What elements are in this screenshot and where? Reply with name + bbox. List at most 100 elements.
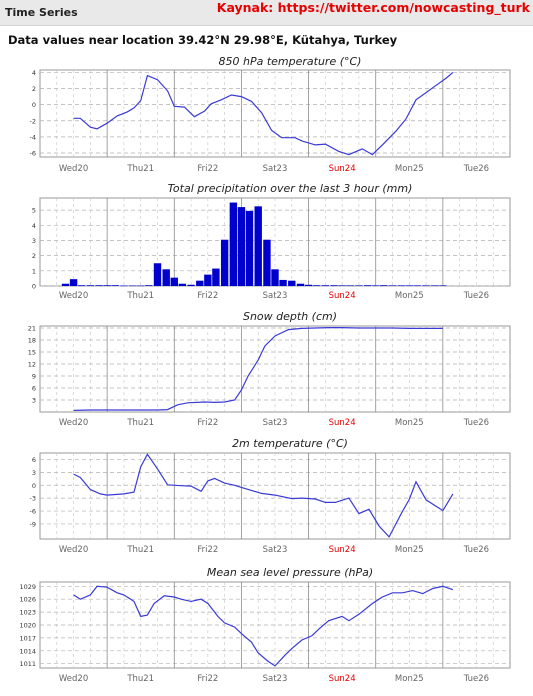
- y-tick-label: 9: [32, 373, 36, 381]
- y-tick-label: 12: [28, 361, 36, 369]
- y-tick-label: 4: [32, 69, 36, 77]
- y-tick-label: -3: [30, 495, 36, 503]
- precip-bar: [162, 269, 170, 286]
- location-text: Data values near location 39.42°N 29.98°…: [8, 33, 398, 47]
- y-tick-label: 3: [32, 469, 36, 477]
- y-tick-label: 0: [32, 283, 36, 291]
- y-tick-label: 15: [28, 349, 36, 357]
- precip-bar: [220, 239, 229, 286]
- series-line: [73, 585, 454, 667]
- x-tick-label: Tue26: [463, 674, 489, 684]
- y-tick-label: -9: [30, 520, 36, 528]
- x-tick-label: Tue26: [463, 164, 489, 174]
- x-tick-label: Sun24: [329, 674, 356, 684]
- y-tick-label: 4: [32, 222, 36, 230]
- y-tick-label: -2: [30, 117, 36, 125]
- y-tick-label: 21: [28, 325, 36, 333]
- x-tick-label: Fri22: [197, 291, 218, 301]
- x-tick-label: Sat23: [263, 674, 288, 684]
- precip-bar: [330, 285, 338, 286]
- precip-bar: [137, 285, 145, 287]
- precip-bar: [296, 283, 305, 286]
- x-tick-label: Wed20: [59, 418, 88, 428]
- y-tick-label: 1: [32, 267, 36, 275]
- y-tick-label: 2: [32, 252, 36, 260]
- x-tick-label: Mon25: [395, 545, 424, 555]
- precip-bar: [204, 274, 212, 286]
- precip-bar: [346, 285, 354, 286]
- x-tick-label: Sun24: [329, 418, 356, 428]
- precip-bar: [397, 285, 405, 286]
- chart-title: 850 hPa temperature (°C): [219, 55, 362, 68]
- x-tick-label: Thu21: [126, 164, 154, 174]
- chart-title: Total precipitation over the last 3 hour…: [168, 182, 413, 195]
- precip-bar: [86, 285, 95, 286]
- precip-bar: [304, 284, 313, 286]
- x-tick-label: Sun24: [329, 164, 356, 174]
- chart-panel-3: 2m temperature (°C) -9 -6 -3 0 3 6 Wed20 Thu21 Fr…: [30, 437, 511, 555]
- precip-bar: [77, 285, 86, 286]
- y-tick-label: -6: [30, 508, 36, 516]
- precip-bar: [405, 285, 413, 286]
- precip-bar: [120, 285, 128, 287]
- precip-bar: [153, 263, 162, 286]
- x-tick-label: Mon25: [395, 291, 424, 301]
- x-tick-label: Wed20: [59, 164, 88, 174]
- x-tick-label: Thu21: [126, 291, 154, 301]
- y-tick-label: 3: [32, 397, 36, 405]
- chart-panel-4: Mean sea level pressure (hPa) 1011 1014 101…: [19, 566, 511, 684]
- x-tick-label: Fri22: [197, 674, 218, 684]
- y-tick-label: -4: [30, 133, 36, 141]
- precip-bar: [170, 277, 178, 286]
- precip-bar: [69, 279, 78, 286]
- chart-title: Mean sea level pressure (hPa): [207, 566, 373, 579]
- precip-bar: [212, 268, 220, 286]
- precip-bar: [95, 285, 103, 286]
- y-tick-label: 1020: [19, 622, 36, 630]
- y-tick-label: 1017: [19, 634, 36, 642]
- x-tick-label: Sat23: [263, 291, 288, 301]
- y-tick-label: 0: [32, 101, 36, 109]
- precip-bar: [413, 285, 422, 286]
- precip-bar: [245, 210, 254, 286]
- precip-bar: [388, 285, 397, 286]
- precip-bar: [338, 285, 346, 286]
- precip-bar: [229, 202, 238, 286]
- x-tick-label: Mon25: [395, 164, 424, 174]
- precip-bar: [103, 285, 111, 286]
- series-line: [73, 453, 454, 538]
- precip-bar: [321, 285, 330, 286]
- chart-panel-2: Snow depth (cm) 3 6 9 12 15 18 21 Wed20 Thu21 Fri2…: [28, 310, 511, 428]
- precip-bar: [145, 285, 153, 286]
- x-tick-label: Wed20: [59, 545, 88, 555]
- precip-bar: [312, 285, 321, 286]
- precip-bar: [263, 239, 271, 286]
- y-tick-label: 1014: [19, 647, 36, 655]
- source-credit: Kaynak: https://twitter.com/nowcasting_t…: [216, 0, 530, 15]
- x-tick-label: Sat23: [263, 545, 288, 555]
- y-tick-label: 6: [32, 456, 36, 464]
- x-tick-label: Wed20: [59, 291, 88, 301]
- x-tick-label: Wed20: [59, 674, 88, 684]
- y-tick-label: 6: [32, 385, 36, 393]
- x-tick-label: Sun24: [329, 291, 356, 301]
- x-tick-label: Tue26: [463, 545, 489, 555]
- y-tick-label: 1023: [19, 609, 36, 617]
- x-tick-label: Thu21: [126, 418, 154, 428]
- chart-title: 2m temperature (°C): [232, 437, 348, 450]
- chart-panel-0: 850 hPa temperature (°C) -6 -4 -2 0 2 4 Wed20 Th…: [30, 55, 511, 174]
- series-line: [73, 327, 443, 411]
- y-tick-label: 0: [32, 482, 36, 490]
- y-tick-label: 3: [32, 237, 36, 245]
- y-tick-label: 1011: [19, 660, 36, 668]
- precip-bar: [439, 285, 447, 286]
- x-tick-label: Tue26: [463, 418, 489, 428]
- x-tick-label: Fri22: [197, 545, 218, 555]
- precip-bar: [288, 280, 296, 286]
- precip-bar: [271, 269, 279, 286]
- precip-bar: [237, 207, 246, 286]
- y-tick-label: -6: [30, 149, 36, 157]
- x-tick-label: Tue26: [463, 291, 489, 301]
- precip-bar: [254, 206, 262, 286]
